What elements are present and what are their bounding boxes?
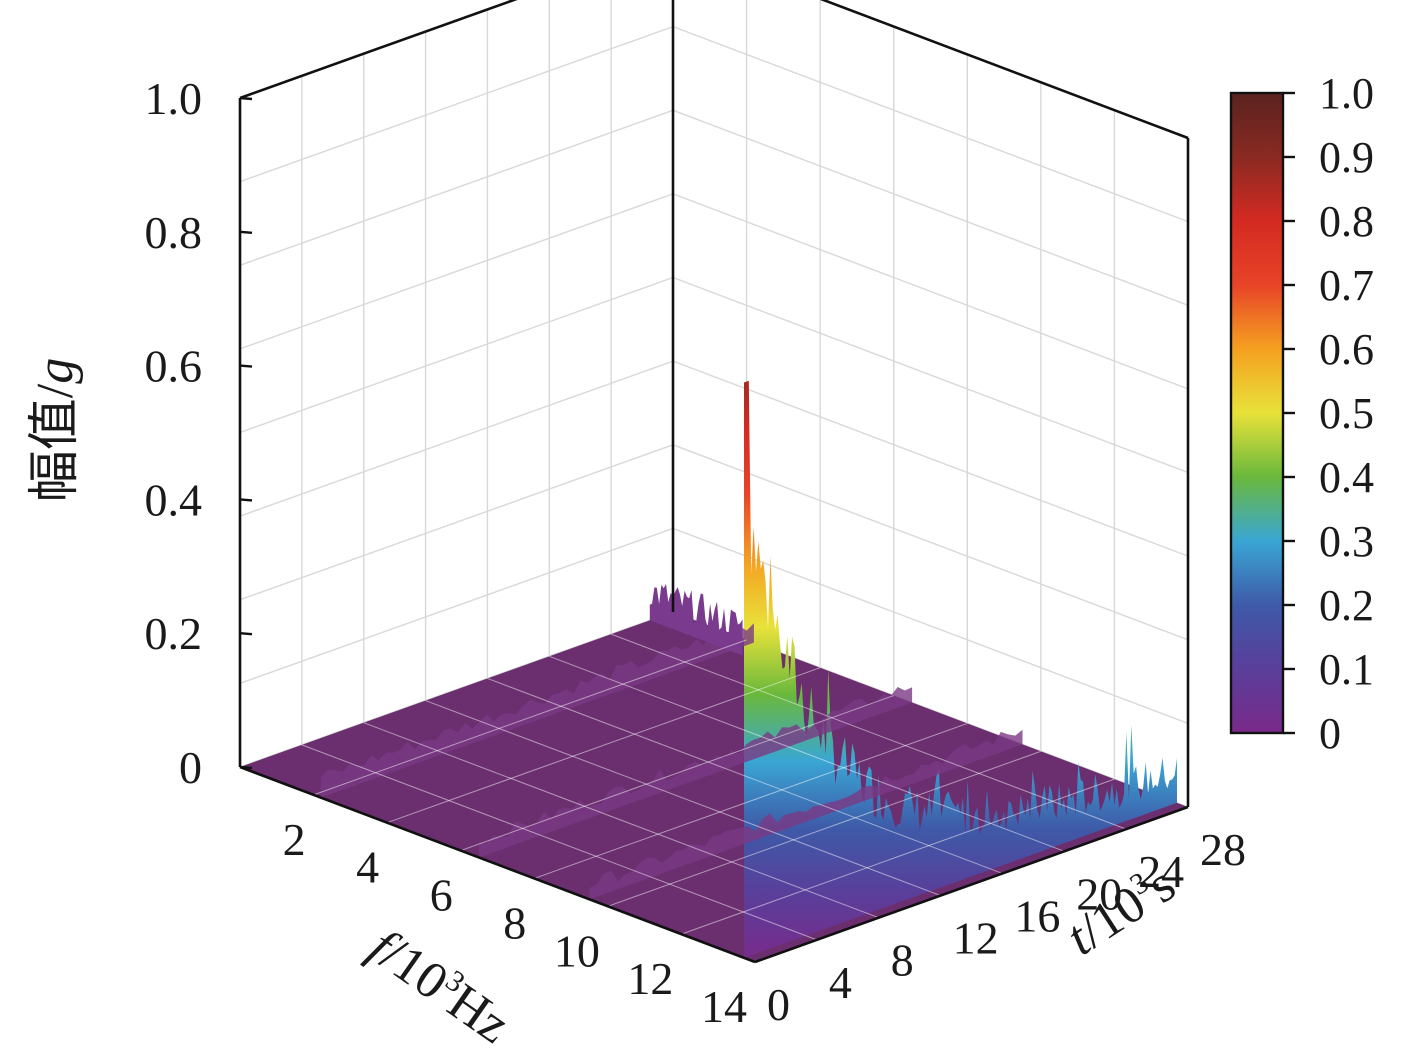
colorbar-tick-label: 0.2 [1319, 581, 1374, 630]
wall-gridline-z [239, 0, 1189, 139]
x-tick-label: 10 [554, 925, 600, 976]
floor-gridline-f [313, 639, 747, 796]
wall-gridline-z [239, 193, 1189, 390]
axes-box [238, 0, 1190, 964]
z-tick-label: 0.8 [145, 207, 203, 258]
x-tick-label: 2 [283, 814, 306, 865]
y-tick-label: 20 [1076, 868, 1122, 919]
wall-gridline-z [239, 360, 1189, 557]
x-tick-label: 8 [503, 897, 526, 948]
colorbar-tick-label: 0.9 [1319, 133, 1374, 182]
floor-gridline-f [681, 778, 1115, 935]
y-tick-label: 8 [891, 935, 914, 986]
z-tick-label: 0 [179, 742, 202, 793]
x-tick-label: 4 [356, 842, 379, 893]
z-tick [239, 632, 253, 636]
surface [240, 380, 1188, 962]
floor-gridline-f [607, 750, 1042, 907]
colorbar-tick-label: 0.8 [1319, 197, 1374, 246]
colorbar-gradient [1229, 91, 1285, 735]
z-tick [239, 498, 253, 502]
floor-gridline-f [460, 695, 894, 852]
floor-gridline-t [425, 700, 941, 897]
ridge-along-time [744, 380, 1177, 958]
secondary-ridge [320, 623, 754, 798]
z-tick [239, 230, 253, 234]
colorbar-tick-label: 1.0 [1319, 69, 1374, 118]
secondary-ridge [479, 687, 913, 858]
y-tick-label: 16 [1014, 890, 1060, 941]
floor-gridline-t [363, 722, 879, 919]
z-tick-label: 1.0 [145, 73, 203, 124]
y-tick-label: 12 [953, 913, 999, 964]
axis-edge [239, 0, 518, 100]
z-tick [239, 765, 253, 770]
colorbar-tick-label: 0.6 [1319, 325, 1374, 374]
z-tick-label: 0.4 [145, 474, 203, 525]
secondary-ridge [589, 729, 1023, 900]
floor-gridline-t [549, 655, 1065, 852]
colorbar-tick-label: 0.7 [1319, 261, 1374, 310]
z-tick-label: 0.6 [145, 341, 203, 392]
x-tick-label: 12 [627, 953, 673, 1004]
floor-gridline-f [386, 667, 821, 824]
colorbar-tick-label: 0.5 [1319, 389, 1374, 438]
y-tick-label: 0 [767, 979, 790, 1030]
wall-gridline-z [239, 109, 1189, 306]
floor-gridline-t [487, 677, 1003, 874]
colorbar-tick-label: 0.4 [1319, 453, 1374, 502]
floor-gridline-f [534, 722, 968, 879]
wall-gridline-z [239, 444, 1189, 641]
colorbar: 0 0.1 0.2 0.3 0.4 0.5 0.6 0.7 0.8 0.9 1.0 [1229, 69, 1374, 758]
y-tick-label: 24 [1138, 846, 1184, 897]
wall-gridline-z [239, 276, 1189, 474]
z-tick [239, 364, 253, 368]
colorbar-tick-label: 0.1 [1319, 645, 1374, 694]
z-tick [239, 96, 253, 101]
x-axis-label: f/103Hz [359, 917, 521, 1054]
y-tick-label: 28 [1200, 824, 1246, 875]
x-tick-label: 6 [430, 870, 453, 921]
axis-edge [239, 765, 756, 964]
colorbar-tick-label: 0 [1319, 709, 1341, 758]
wall-gridline-z [239, 25, 1189, 223]
x-tick-label: 14 [701, 981, 747, 1032]
y-tick-label: 4 [829, 957, 852, 1008]
floor-gridline-t [610, 633, 1127, 830]
axis-edge [754, 805, 1189, 964]
floor-gridline-t [301, 744, 818, 941]
axis-edge [819, 0, 1189, 140]
z-tick-label: 0.2 [145, 608, 203, 659]
colorbar-tick-label: 0.3 [1319, 517, 1374, 566]
z-axis-label: 幅值/g [27, 358, 84, 502]
